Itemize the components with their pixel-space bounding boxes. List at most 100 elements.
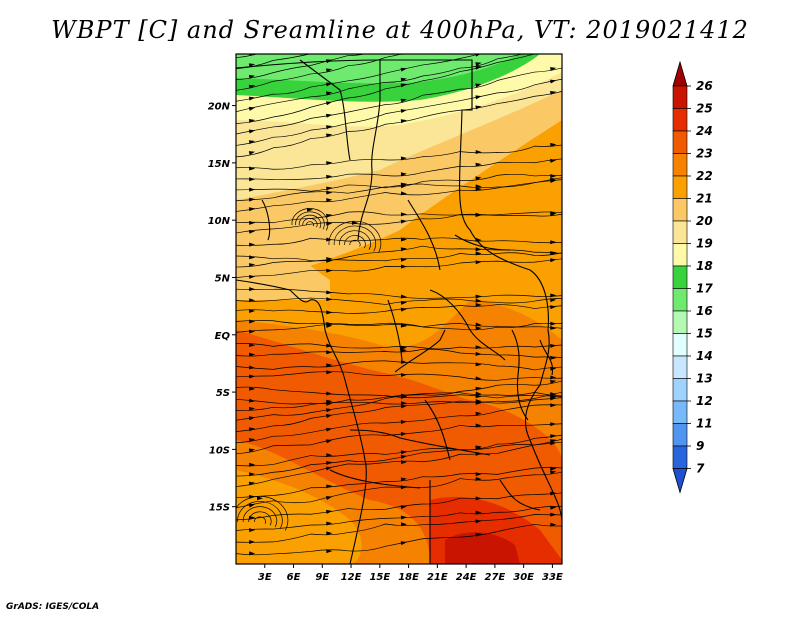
streamline-arrow <box>550 470 557 475</box>
orange-south-west <box>236 470 362 564</box>
streamline-arrow <box>326 509 333 514</box>
streamline-arrow <box>400 432 407 437</box>
streamline-arrow <box>401 41 408 46</box>
streamline-arrow <box>249 308 256 313</box>
streamline-arrow <box>326 549 333 554</box>
streamline-arrow <box>400 359 407 364</box>
streamline-arrow <box>326 401 333 406</box>
streamline-arrow <box>475 351 482 356</box>
streamline-arrow <box>326 290 333 295</box>
streamline-arrow <box>550 174 557 179</box>
streamline-arrow <box>249 386 256 391</box>
streamline-arrow <box>248 96 256 101</box>
streamline-arrow <box>326 408 333 413</box>
streamline-arrow <box>248 481 256 486</box>
streamline-arrow <box>475 376 482 381</box>
streamline-arrow <box>249 187 256 192</box>
streamline-arrow <box>400 307 407 312</box>
colorbar-label: 11 <box>696 417 713 431</box>
colorbar-label: 26 <box>696 79 713 93</box>
streamline-arrow <box>248 119 256 123</box>
streamline-arrow <box>400 323 407 328</box>
streamline-arrow <box>550 396 557 401</box>
streamline-arrow <box>325 68 333 73</box>
streamline-arrow <box>248 106 256 111</box>
streamline-arrow <box>326 48 333 53</box>
lon-tick-label: 30E <box>513 572 534 583</box>
streamline-arrow <box>400 83 407 88</box>
streamline-arrow <box>400 455 407 459</box>
colorbar-label: 16 <box>696 304 713 318</box>
streamline-arrow <box>326 258 333 263</box>
streamline-arrow <box>326 32 333 37</box>
streamline-arrow <box>400 294 407 299</box>
streamline-arrow <box>550 10 557 15</box>
streamline-arrow <box>550 293 557 298</box>
streamline-arrow <box>400 372 407 377</box>
colorbar-label: 14 <box>696 349 713 363</box>
lat-tick-label: 15S <box>209 503 230 514</box>
streamline-arrow <box>325 439 333 444</box>
streamline-arrow <box>550 441 557 446</box>
streamline-arrow <box>400 237 407 242</box>
streamline <box>236 297 562 305</box>
streamline-arrow <box>550 434 557 439</box>
streamline-arrow <box>326 323 333 328</box>
streamline-arrow <box>550 251 557 256</box>
streamline-arrow <box>249 494 256 499</box>
streamline-arrow <box>326 125 333 130</box>
streamline-arrow <box>550 375 557 380</box>
streamline-arrow <box>248 74 256 79</box>
streamline-arrow <box>550 142 557 147</box>
streamline-arrow <box>475 472 482 477</box>
colorbar-swatch <box>672 175 688 199</box>
streamline-arrow <box>326 221 333 226</box>
streamline-arrow <box>400 348 407 353</box>
streamline-arrow <box>400 420 407 425</box>
streamline <box>236 54 312 70</box>
lat-tick-label: 15N <box>208 159 231 170</box>
streamline-arrow <box>400 172 407 177</box>
streamline-arrow <box>550 179 557 183</box>
colorbar-label: 15 <box>696 327 713 341</box>
lon-tick-label: 27E <box>485 572 506 583</box>
streamline-arrow <box>549 91 557 95</box>
streamline-arrow <box>400 541 407 546</box>
light-green-band <box>236 54 520 84</box>
vortex-streamline <box>344 235 366 249</box>
colorbar-swatch <box>672 265 688 289</box>
colorbar-swatch <box>672 130 688 154</box>
streamline-arrow <box>326 133 333 138</box>
streamline-arrow <box>475 27 482 32</box>
streamline-arrow <box>249 329 256 334</box>
streamline-arrow <box>550 505 557 510</box>
lon-tick-label: 15E <box>369 572 390 583</box>
lat-tick-label: 5N <box>215 273 231 284</box>
colorbar-swatch <box>672 220 688 244</box>
streamline <box>236 144 562 170</box>
colorbar-label: 9 <box>696 439 704 453</box>
streamline-arrow <box>248 207 256 212</box>
streamline-arrow <box>326 370 333 375</box>
lon-tick-label: 18E <box>398 572 419 583</box>
streamline-arrow <box>400 401 407 406</box>
streamline <box>236 237 562 246</box>
streamline-arrow <box>326 460 333 465</box>
streamline-arrow <box>248 84 256 89</box>
streamline-arrow <box>248 140 256 145</box>
streamline-arrow <box>550 305 557 310</box>
streamline-arrow <box>550 355 557 360</box>
colorbar-swatch <box>672 333 688 357</box>
colorbar-label: 21 <box>696 192 713 206</box>
vortex-streamline <box>339 230 371 250</box>
streamline-arrow <box>475 303 482 308</box>
streamline-arrow <box>475 62 482 67</box>
streamline-arrow <box>248 263 256 268</box>
streamline-arrow <box>249 242 256 247</box>
streamline-arrow <box>400 109 407 114</box>
colorbar-swatch <box>672 310 688 334</box>
streamline-arrow <box>550 298 557 303</box>
streamline-arrow <box>475 446 482 451</box>
streamline-arrow <box>401 31 408 36</box>
streamline-arrow <box>248 416 256 421</box>
